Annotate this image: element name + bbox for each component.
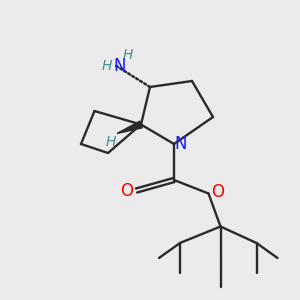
Text: H: H: [101, 59, 112, 73]
Text: H: H: [105, 135, 116, 149]
Polygon shape: [117, 121, 142, 134]
Text: O: O: [120, 182, 134, 200]
Text: N: N: [174, 135, 187, 153]
Text: N: N: [113, 57, 126, 75]
Text: O: O: [212, 183, 225, 201]
Text: H: H: [122, 48, 133, 62]
